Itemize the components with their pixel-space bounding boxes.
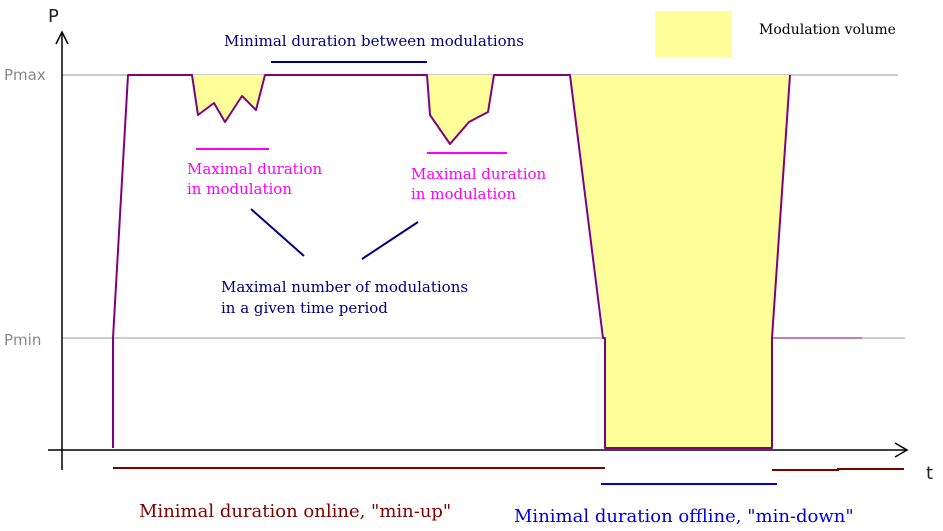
in-modulation-label-2-line-1: Maximal duration (411, 165, 547, 183)
legend-label: Modulation volume (759, 22, 896, 38)
in-modulation-label-1: Maximal duration in modulation (187, 160, 327, 198)
legend-swatch (655, 11, 732, 57)
y-axis-arrow (55, 30, 69, 45)
modulation-dip-2-fill (427, 75, 494, 144)
min-up-bar-next (772, 468, 904, 471)
in-modulation-label-1-line-2: in modulation (187, 180, 292, 198)
x-axis-label: t (926, 463, 933, 484)
in-modulation-label-2-line-2: in modulation (411, 185, 516, 203)
in-modulation-label-2: Maximal duration in modulation (411, 165, 551, 203)
between-modulations-label: Minimal duration between modulations (224, 32, 524, 50)
pmin-label: Pmin (4, 331, 41, 349)
power-curve (112, 74, 791, 449)
number-pointer-right (361, 221, 419, 260)
number-label-line-1: Maximal number of modulations (221, 278, 468, 296)
number-of-modulations-label: Maximal number of modulations in a given… (221, 278, 473, 317)
y-axis-label: P (48, 6, 59, 27)
min-down-label: Minimal duration offline, "min-down" (514, 506, 854, 527)
x-axis-arrow (894, 442, 909, 458)
number-pointer-left (250, 208, 305, 257)
modulation-dip-1-fill (192, 75, 275, 122)
pmax-label: Pmax (4, 66, 46, 84)
min-up-label: Minimal duration online, "min-up" (139, 501, 451, 522)
offline-modulation-fill (570, 75, 790, 448)
number-label-line-2: in a given time period (221, 299, 388, 317)
in-modulation-label-1-line-1: Maximal duration (187, 160, 323, 178)
